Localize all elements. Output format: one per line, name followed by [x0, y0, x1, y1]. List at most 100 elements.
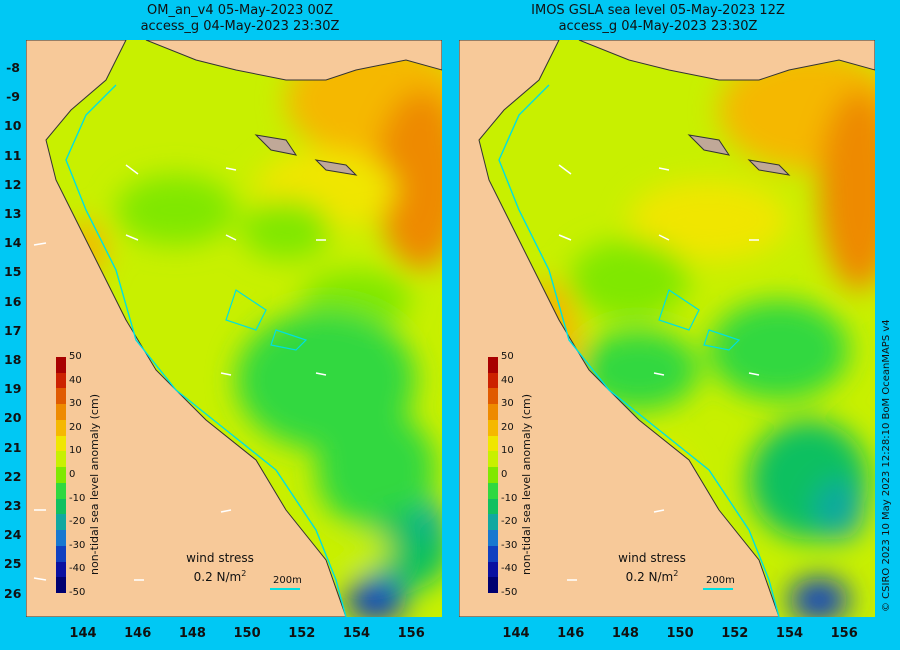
colorbar-segment — [488, 419, 498, 437]
latitude-label: 13 — [4, 206, 22, 221]
latitude-label: 26 — [4, 585, 22, 601]
colorbar-segment — [488, 404, 498, 421]
colorbar-tick-label: 10 — [501, 445, 514, 457]
colorbar-segment — [488, 561, 498, 578]
colorbar-segment — [488, 388, 498, 405]
latitude-label: 25 — [4, 556, 22, 572]
longitude-label: 152 — [288, 626, 316, 641]
colorbar-tick-label: -50 — [69, 587, 86, 598]
right-map-svg — [459, 40, 875, 617]
colorbar-segment — [56, 482, 66, 500]
latitude-label: 18 — [4, 352, 22, 367]
longitude-label: 148 — [178, 626, 206, 641]
colorbar-segment — [488, 372, 498, 389]
colorbar-tick-label: -30 — [69, 539, 86, 551]
colorbar-tick-label: 10 — [69, 445, 82, 457]
latitude-label: 12 — [4, 176, 22, 192]
right-title-line1: IMOS GSLA sea level 05-May-2023 12Z — [531, 3, 785, 18]
colorbar-segment — [488, 498, 498, 515]
latitude-label: 10 — [4, 118, 22, 134]
wind-legend-left: wind stress 0.2 N/m2 — [170, 551, 270, 585]
left-map-svg — [26, 40, 442, 617]
latitude-label: 15 — [4, 264, 22, 280]
left-title-line2: access_g 04-May-2023 23:30Z — [140, 19, 340, 34]
longitude-label: 146 — [124, 626, 152, 641]
colorbar-segment — [488, 482, 498, 500]
contour-200m — [498, 84, 780, 617]
colorbar-segment — [56, 435, 66, 452]
colorbar-tick-label: 50 — [69, 351, 82, 362]
sea-anomaly-field — [46, 40, 442, 617]
wind-value: 0.2 N/m2 — [625, 569, 679, 584]
colorbar-segment — [56, 467, 66, 484]
longitude-label: 146 — [557, 626, 585, 641]
left-title-line1: OM_an_v4 05-May-2023 00Z — [147, 3, 333, 18]
colorbar-tick-label: -40 — [501, 563, 518, 575]
wind-arrows — [33, 164, 327, 581]
colorbar-tick-label: 20 — [69, 421, 82, 433]
islands — [254, 134, 358, 176]
colorbar-segment — [56, 404, 66, 421]
latitude-label: 23 — [4, 498, 22, 513]
latitude-label: -9 — [6, 89, 20, 105]
right-map — [459, 40, 875, 617]
longitude-label: 150 — [233, 626, 261, 641]
islands — [687, 134, 791, 176]
longitude-label: 148 — [611, 626, 639, 641]
contour-200m — [65, 84, 347, 617]
colorbar-tick-label: -40 — [69, 563, 86, 575]
left-panel-title: OM_an_v4 05-May-2023 00Z access_g 04-May… — [30, 3, 450, 35]
colorbar-title: non-tidal sea level anomaly (cm) — [520, 394, 533, 575]
scale-line-left — [270, 588, 300, 590]
scale-label-left: 200m — [273, 575, 302, 586]
colorbar-tick-label: -10 — [501, 492, 518, 504]
colorbar-tick-label: 0 — [501, 469, 508, 480]
new-guinea-land — [145, 40, 442, 81]
wind-arrows — [558, 164, 760, 581]
longitude-label: 156 — [830, 626, 858, 641]
latitude-label: 19 — [4, 381, 22, 397]
colorbar-segment — [56, 561, 66, 578]
colorbar-tick-label: 30 — [69, 398, 82, 410]
colorbar-tick-label: 0 — [69, 469, 76, 480]
longitude-label: 144 — [502, 626, 530, 641]
colorbar-segment — [488, 514, 498, 531]
latitude-label: 24 — [4, 527, 22, 543]
colorbar-tick-label: 40 — [501, 374, 514, 386]
colorbar-segment — [56, 372, 66, 389]
latitude-label: 17 — [4, 322, 22, 338]
colorbar-tick-label: 20 — [501, 421, 514, 433]
colorbar-segment — [56, 530, 66, 547]
australia-land — [459, 40, 780, 617]
colorbar-segment — [56, 357, 66, 374]
longitude-label: 156 — [397, 626, 425, 641]
latitude-label: 14 — [4, 235, 22, 251]
latitude-label: 21 — [4, 439, 22, 455]
colorbar-tick-label: 40 — [69, 374, 82, 386]
latitude-label: -8 — [6, 60, 20, 75]
wind-label: wind stress — [186, 551, 254, 565]
colorbar-tick-label: -20 — [69, 516, 86, 528]
latitude-label: 16 — [4, 293, 22, 309]
colorbar-segment — [488, 577, 498, 594]
colorbar-tick-label: -50 — [501, 587, 518, 598]
colorbar-segment — [488, 467, 498, 484]
right-title-line2: access_g 04-May-2023 23:30Z — [558, 19, 758, 34]
right-panel-title: IMOS GSLA sea level 05-May-2023 12Z acce… — [448, 3, 868, 35]
colorbar-segment — [56, 419, 66, 437]
longitude-label: 154 — [775, 626, 804, 641]
australia-land — [26, 40, 347, 617]
longitude-label: 154 — [342, 626, 371, 641]
colorbar-segment — [56, 514, 66, 531]
colorbar-segment — [488, 357, 498, 374]
wind-label: wind stress — [618, 551, 686, 565]
sea-anomaly-field — [479, 40, 875, 617]
colorbar-tick-label: 30 — [501, 398, 514, 410]
contour-reef — [225, 289, 308, 351]
contour-reef — [658, 289, 741, 351]
colorbar-segment — [488, 435, 498, 452]
colorbar-segment — [488, 451, 498, 468]
colorbar-segment — [488, 545, 498, 563]
left-map — [26, 40, 442, 617]
